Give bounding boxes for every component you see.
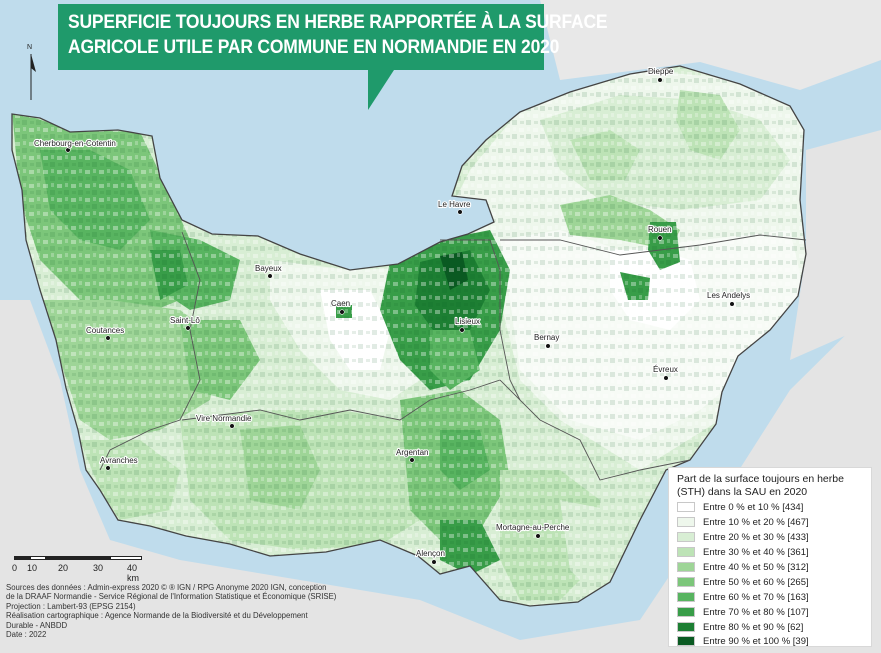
legend-item: Entre 90 % et 100 % [39] [677, 634, 809, 648]
legend-item: Entre 80 % et 90 % [62] [677, 620, 803, 634]
svg-text:Vire Normandie: Vire Normandie [196, 414, 252, 423]
legend-swatch [677, 577, 695, 587]
legend-item-label: Entre 10 % et 20 % [467] [703, 516, 809, 528]
legend-swatch [677, 517, 695, 527]
svg-text:Caen: Caen [331, 299, 350, 308]
svg-text:Cherbourg-en-Cotentin: Cherbourg-en-Cotentin [34, 139, 116, 148]
north-label: N [27, 44, 32, 51]
north-arrow: N [22, 42, 40, 109]
svg-text:Rouen: Rouen [648, 225, 672, 234]
legend-item: Entre 60 % et 70 % [163] [677, 590, 809, 604]
svg-text:Dieppe: Dieppe [648, 67, 674, 76]
legend-item-label: Entre 40 % et 50 % [312] [703, 561, 809, 573]
sources-line: Réalisation cartographique : Agence Norm… [6, 611, 308, 621]
sources-line: Durable - ANBDD [6, 620, 68, 630]
legend-item: Entre 40 % et 50 % [312] [677, 560, 809, 574]
city-evreux: Évreux [652, 364, 679, 381]
legend-item: Entre 10 % et 20 % [467] [677, 515, 809, 529]
department-boundaries [99, 231, 807, 481]
scale-tick: 30 [93, 563, 104, 573]
svg-text:Lisieux: Lisieux [455, 317, 480, 326]
legend-swatch [677, 607, 695, 617]
city-markers: Dieppe Cherbourg-en-Cotentin Le Havre Ro… [33, 66, 751, 565]
legend-item-label: Entre 70 % et 80 % [107] [703, 606, 809, 618]
svg-text:Les Andelys: Les Andelys [707, 291, 750, 300]
island [6, 308, 18, 316]
city-caen: Caen [330, 298, 351, 315]
sources-line: Sources des données : Admin-express 2020… [6, 583, 327, 592]
title-line-1: SUPERFICIE TOUJOURS EN HERBE RAPPORTÉE À… [68, 12, 608, 33]
svg-text:Argentan: Argentan [396, 448, 428, 457]
city-saint-lo: Saint-Lô [169, 315, 201, 331]
city-alencon: Alençon [415, 548, 446, 565]
legend-item: Entre 50 % et 60 % [265] [677, 575, 809, 589]
legend-swatch [677, 502, 695, 512]
legend-item: Entre 30 % et 40 % [361] [677, 545, 809, 559]
legend-item: Entre 70 % et 80 % [107] [677, 605, 809, 619]
city-vire: Vire Normandie [195, 413, 253, 429]
city-lisieux: Lisieux [454, 316, 481, 333]
svg-text:Coutances: Coutances [86, 326, 124, 335]
svg-text:Bernay: Bernay [534, 333, 559, 342]
sources-note: Sources des données : Admin-express 2020… [6, 583, 356, 639]
island [18, 393, 26, 399]
legend-item: Entre 20 % et 30 % [433] [677, 530, 809, 544]
city-dieppe: Dieppe [647, 66, 675, 83]
sources-line: de la DRAAF Normandie - Service Régional… [6, 592, 337, 602]
legend-item: Entre 0 % et 10 % [434] [677, 500, 803, 514]
city-mortagne: Mortagne-au-Perche [495, 522, 571, 539]
city-rouen: Rouen [647, 224, 673, 241]
scale-segment [110, 556, 142, 560]
legend-swatch [677, 636, 695, 646]
scale-tick: 20 [58, 563, 69, 573]
svg-text:Bayeux: Bayeux [255, 264, 282, 273]
city-le-havre: Le Havre [437, 199, 472, 215]
legend-item-label: Entre 60 % et 70 % [163] [703, 591, 809, 603]
svg-text:Mortagne-au-Perche: Mortagne-au-Perche [496, 523, 570, 532]
legend-item-label: Entre 90 % et 100 % [39] [703, 635, 809, 647]
sources-line: Projection : Lambert-93 (EPSG 2154) [6, 601, 136, 611]
legend-item-label: Entre 80 % et 90 % [62] [703, 621, 804, 633]
city-les-andelys: Les Andelys [706, 290, 751, 307]
scale-tick: 0 [12, 563, 18, 573]
legend-swatch [677, 562, 695, 572]
city-coutances: Coutances [85, 325, 125, 341]
city-bernay: Bernay [533, 332, 560, 349]
svg-text:Alençon: Alençon [416, 549, 445, 558]
legend-title: Part de la surface toujours en herbe (ST… [677, 473, 844, 498]
svg-text:Le Havre: Le Havre [438, 200, 471, 209]
scale-segment [14, 556, 30, 560]
svg-text:Évreux: Évreux [653, 365, 678, 374]
scale-segment [30, 556, 46, 560]
sources-line: Date : 2022 [6, 630, 47, 640]
neighbouring-land-east [790, 130, 881, 360]
city-cherbourg: Cherbourg-en-Cotentin [33, 138, 117, 153]
legend-swatch [677, 592, 695, 602]
scale-segment [46, 556, 110, 560]
legend-swatch [677, 547, 695, 557]
title-line-2: AGRICOLE UTILE PAR COMMUNE EN NORMANDIE … [68, 37, 560, 58]
legend-item-label: Entre 20 % et 30 % [433] [703, 531, 809, 543]
legend-swatch [677, 622, 695, 632]
legend-item-label: Entre 30 % et 40 % [361] [703, 546, 809, 558]
legend-item-label: Entre 50 % et 60 % [265] [703, 576, 809, 588]
legend: Part de la surface toujours en herbe (ST… [668, 467, 872, 647]
scale-tick: 40 km [127, 563, 139, 583]
svg-text:Saint-Lô: Saint-Lô [170, 316, 200, 325]
svg-text:Avranches: Avranches [100, 456, 138, 465]
legend-swatch [677, 532, 695, 542]
city-argentan: Argentan [395, 447, 430, 463]
legend-item-label: Entre 0 % et 10 % [434] [703, 501, 804, 513]
title-banner: SUPERFICIE TOUJOURS EN HERBE RAPPORTÉE À… [58, 4, 608, 70]
upper-land [540, 0, 881, 90]
scale-tick: 10 [27, 563, 38, 573]
city-avranches: Avranches [99, 455, 139, 471]
title-banner-pointer [368, 70, 394, 110]
city-bayeux: Bayeux [254, 263, 283, 279]
